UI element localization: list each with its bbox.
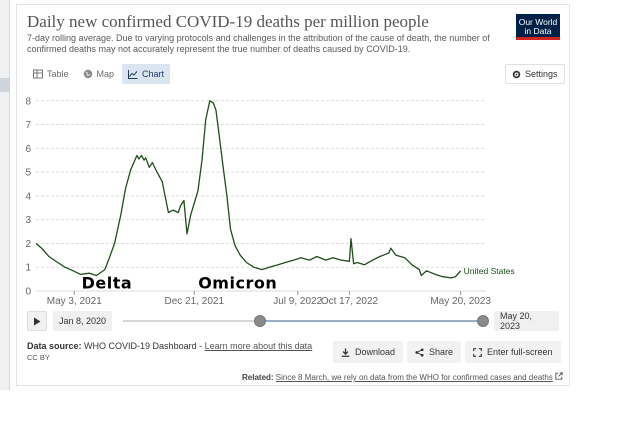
- fullscreen-label: Enter full-screen: [487, 347, 553, 357]
- play-button[interactable]: [27, 311, 47, 331]
- share-label: Share: [429, 347, 454, 357]
- table-icon: [33, 69, 43, 79]
- chart-grid: [36, 100, 486, 292]
- data-source: Data source: WHO COVID-19 Dashboard - Le…: [27, 341, 312, 351]
- annotation-omicron: Omicron: [198, 274, 277, 293]
- logo-line-1: Our World: [518, 17, 558, 27]
- y-tick-label-1: 1: [25, 263, 31, 274]
- chart-subtitle: 7-day rolling average. Due to varying pr…: [27, 33, 490, 54]
- external-link-icon: [555, 372, 563, 380]
- download-icon: [341, 347, 350, 357]
- globe-icon: [83, 69, 92, 79]
- y-tick-label-4: 4: [25, 191, 31, 202]
- y-tick-label-3: 3: [25, 215, 31, 226]
- tab-table[interactable]: Table: [27, 64, 75, 84]
- related-prefix: Related:: [242, 373, 274, 382]
- timeline: Jan 8, 2020 May 20, 2023: [27, 311, 559, 333]
- series-line-united-states: [35, 100, 462, 279]
- y-tick-label-2: 2: [25, 239, 31, 250]
- logo-red-bar: [516, 37, 560, 40]
- tab-chart-label: Chart: [142, 69, 165, 79]
- settings-label: Settings: [525, 69, 558, 79]
- view-tabs: Table Map Chart: [27, 64, 171, 84]
- x-tick-label-3: Oct 17, 2022: [321, 296, 379, 307]
- left-sidebar-strip: [0, 0, 10, 390]
- settings-button[interactable]: Settings: [505, 64, 565, 84]
- license-text: CC BY: [27, 353, 50, 362]
- data-source-name: WHO COVID-19 Dashboard: [84, 341, 197, 351]
- y-tick-label-5: 5: [25, 168, 31, 179]
- timeline-start-date[interactable]: Jan 8, 2020: [53, 311, 113, 331]
- line-chart-icon: [128, 70, 138, 79]
- x-tick-label-1: Dec 21, 2021: [165, 296, 225, 307]
- gear-icon: [512, 70, 521, 78]
- chart-annotations: Delta Omicron: [82, 274, 277, 293]
- play-icon: [34, 317, 41, 325]
- x-tick-label-4: May 20, 2023: [430, 296, 491, 307]
- learn-more-link[interactable]: Learn more about this data: [204, 341, 313, 351]
- download-button[interactable]: Download: [333, 341, 404, 363]
- y-tick-label-8: 8: [25, 96, 31, 107]
- series-label-united-states: United States: [464, 266, 515, 276]
- related-link[interactable]: Since 8 March, we rely on data from the …: [275, 373, 553, 382]
- y-tick-label-7: 7: [25, 120, 31, 131]
- x-tick-label-0: May 3, 2021: [47, 296, 102, 307]
- owid-logo[interactable]: Our World in Data: [516, 14, 560, 40]
- data-source-prefix: Data source:: [27, 341, 82, 351]
- expand-icon: [473, 347, 482, 357]
- y-tick-label-0: 0: [25, 287, 31, 298]
- chart-title: Daily new confirmed COVID-19 deaths per …: [27, 12, 429, 31]
- timeline-end-handle[interactable]: [477, 315, 489, 327]
- logo-line-2: in Data: [524, 26, 552, 36]
- tab-table-label: Table: [47, 69, 69, 79]
- timeline-end-date[interactable]: May 20, 2023: [494, 311, 559, 331]
- timeline-track[interactable]: [123, 315, 489, 327]
- timeline-track-fill: [259, 320, 483, 322]
- timeline-start-handle[interactable]: [253, 315, 266, 327]
- tab-chart[interactable]: Chart: [122, 64, 171, 84]
- fullscreen-button[interactable]: Enter full-screen: [465, 341, 561, 363]
- download-label: Download: [355, 347, 396, 357]
- data-source-separator: -: [196, 341, 205, 351]
- tab-map-label: Map: [96, 69, 115, 79]
- annotation-delta: Delta: [82, 274, 133, 293]
- share-icon: [415, 347, 424, 357]
- y-tick-label-6: 6: [25, 144, 31, 155]
- tab-map[interactable]: Map: [77, 64, 121, 84]
- related-note: Related: Since 8 March, we rely on data …: [242, 372, 563, 382]
- x-tick-label-2: Jul 9, 2022: [273, 296, 322, 307]
- y-axis-ticks: 0 1 2 3 4 5 6 7 8: [25, 96, 31, 297]
- sidebar-selection: [0, 78, 10, 92]
- share-button[interactable]: Share: [407, 341, 462, 363]
